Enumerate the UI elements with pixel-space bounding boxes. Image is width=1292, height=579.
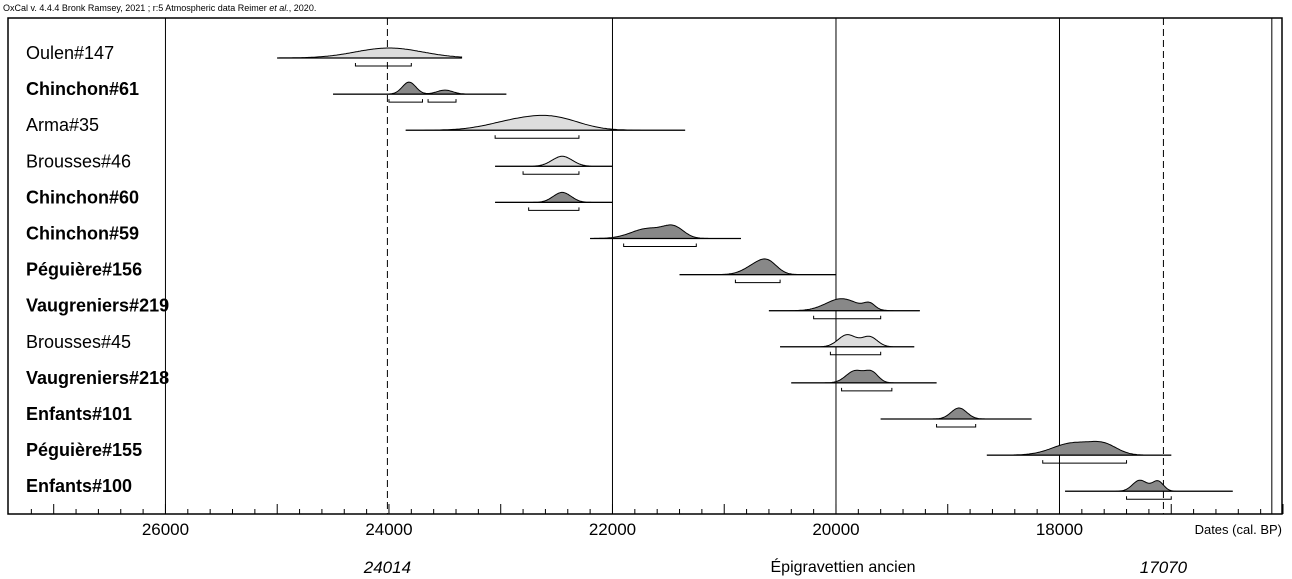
sample-label: Arma#35 <box>26 115 99 135</box>
hpd-bracket <box>841 387 893 392</box>
phase-label: Épigravettien ancien <box>771 557 916 576</box>
hpd-bracket <box>427 99 457 103</box>
probability-distribution <box>880 407 1032 420</box>
hpd-bracket <box>354 63 412 67</box>
sample-label: Brousses#45 <box>26 332 131 352</box>
hpd-bracket <box>388 99 423 103</box>
row-Arma#35: Arma#35 <box>26 114 686 139</box>
hpd-bracket <box>734 279 781 284</box>
credit-line: OxCal v. 4.4.4 Bronk Ramsey, 2021 ; r:5 … <box>3 3 316 13</box>
row-Oulen#147: Oulen#147 <box>26 43 463 67</box>
row-Chinchon#61: Chinchon#61 <box>26 79 507 103</box>
probability-distribution <box>495 155 613 167</box>
boundary-label-24014: 24014 <box>363 558 411 577</box>
row-Chinchon#60: Chinchon#60 <box>26 187 613 211</box>
sample-label: Enfants#101 <box>26 404 132 424</box>
sample-label: Péguière#155 <box>26 440 142 460</box>
sample-label: Oulen#147 <box>26 43 114 63</box>
hpd-bracket <box>1126 496 1172 500</box>
probability-distribution <box>277 47 463 59</box>
row-Péguière#156: Péguière#156 <box>26 258 836 284</box>
sample-label: Enfants#100 <box>26 476 132 496</box>
boundary-labels: 24014 17070 <box>363 558 1188 577</box>
boundary-label-17070: 17070 <box>1140 558 1188 577</box>
hpd-bracket <box>623 243 697 247</box>
sample-label: Chinchon#59 <box>26 224 139 244</box>
hpd-bracket <box>528 207 580 211</box>
grid-lines <box>164 18 1273 514</box>
sample-label: Chinchon#60 <box>26 187 139 207</box>
probability-distribution <box>791 369 937 384</box>
tick-label-18000: 18000 <box>1036 520 1083 539</box>
hpd-bracket <box>936 424 977 428</box>
sample-rows: Oulen#147 Chinchon#61 Arma#35 Brousses#46 Ch… <box>26 43 1233 500</box>
tick-label-22000: 22000 <box>589 520 636 539</box>
row-Chinchon#59: Chinchon#59 <box>26 224 741 247</box>
hpd-bracket <box>522 171 580 175</box>
probability-distribution <box>405 114 686 131</box>
row-Vaugreniers#219: Vaugreniers#219 <box>26 296 920 320</box>
x-axis-title: Dates (cal. BP) <box>1195 522 1282 537</box>
hpd-bracket <box>813 315 882 320</box>
probability-distribution <box>495 191 613 203</box>
sample-label: Chinchon#61 <box>26 79 139 99</box>
x-axis: 26000 24000 22000 20000 18000 <box>30 504 1284 539</box>
row-Vaugreniers#218: Vaugreniers#218 <box>26 368 937 392</box>
hpd-bracket <box>829 351 882 356</box>
tick-label-20000: 20000 <box>812 520 859 539</box>
sample-label: Vaugreniers#218 <box>26 368 169 388</box>
sample-label: Péguière#156 <box>26 260 142 280</box>
boundary-lines <box>386 18 1164 514</box>
hpd-bracket <box>1042 460 1128 464</box>
probability-distribution <box>986 440 1172 456</box>
probability-distribution <box>1065 479 1233 492</box>
sample-label: Vaugreniers#219 <box>26 296 169 316</box>
probability-distribution <box>768 298 920 312</box>
row-Brousses#45: Brousses#45 <box>26 332 915 356</box>
tick-label-24000: 24000 <box>365 520 412 539</box>
row-Brousses#46: Brousses#46 <box>26 151 613 175</box>
probability-distribution <box>679 258 836 276</box>
hpd-bracket <box>494 135 580 139</box>
probability-distribution <box>333 81 507 95</box>
row-Enfants#100: Enfants#100 <box>26 476 1233 500</box>
sample-label: Brousses#46 <box>26 151 131 171</box>
probability-distribution <box>780 334 915 348</box>
plot-frame <box>7 17 1283 515</box>
row-Péguière#155: Péguière#155 <box>26 440 1172 464</box>
row-Enfants#101: Enfants#101 <box>26 404 1032 428</box>
tick-label-26000: 26000 <box>142 520 189 539</box>
